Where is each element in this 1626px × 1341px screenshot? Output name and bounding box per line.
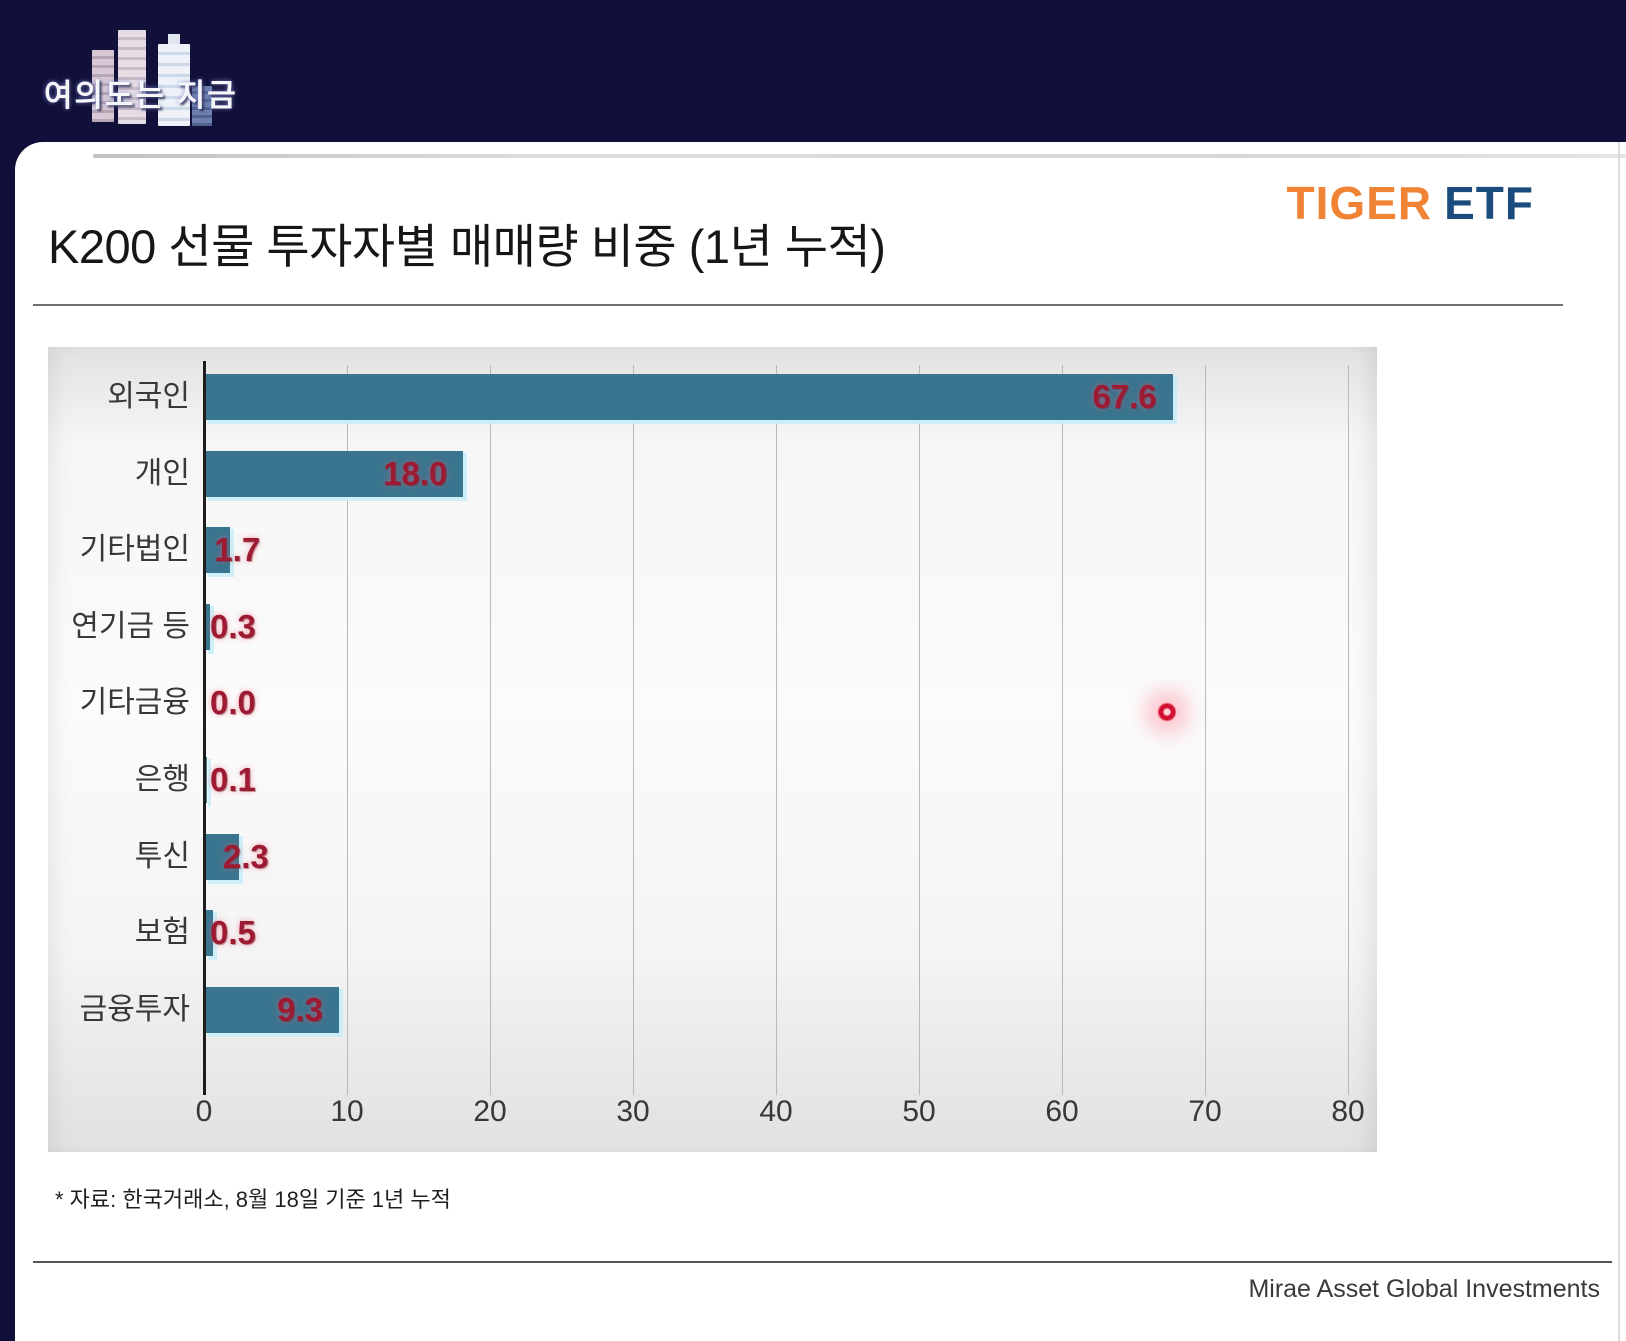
- bar-value-label: 0.1: [210, 761, 256, 798]
- category-label: 금융투자: [79, 992, 190, 1026]
- bar: [206, 527, 231, 574]
- x-tick-label: 80: [1331, 1095, 1365, 1128]
- bar: [206, 603, 211, 650]
- building-icon: [158, 34, 190, 126]
- gridline: [919, 365, 920, 1095]
- bar-value-label: 9.3: [277, 990, 323, 1028]
- x-tick-label: 50: [902, 1095, 936, 1128]
- building-icon: [192, 86, 212, 126]
- bar: [206, 450, 464, 497]
- gridline: [1062, 365, 1063, 1095]
- gridline: [633, 365, 634, 1095]
- channel-logo: 여의도는 지금: [40, 8, 470, 138]
- bar-value-label: 1.7: [214, 531, 261, 569]
- bar-value-label: 2.3: [222, 837, 269, 875]
- slide: TIGER ETF K200 선물 투자자별 매매량 비중 (1년 누적) 0 10…: [15, 142, 1626, 1341]
- x-tick-label: 20: [473, 1095, 507, 1128]
- bar-value-label: 67.6: [1092, 378, 1157, 415]
- slide-top-edge: [93, 154, 1626, 158]
- category-label: 기타법인: [79, 533, 190, 567]
- footer-divider: [33, 1261, 1612, 1263]
- gridline: [1205, 365, 1206, 1095]
- tiger-etf-logo: TIGER ETF: [1287, 176, 1534, 230]
- channel-logo-text: 여의도는 지금: [44, 78, 238, 113]
- gridline: [347, 365, 348, 1095]
- laser-pointer-dot: [1157, 702, 1177, 722]
- gridline: [776, 365, 777, 1095]
- category-label: 은행: [134, 763, 190, 796]
- tiger-logo-text: TIGER: [1286, 177, 1433, 229]
- bar: [206, 910, 214, 957]
- bar: [206, 986, 339, 1033]
- x-tick-label: 70: [1188, 1095, 1222, 1128]
- bar-value-label: 0.5: [210, 914, 256, 952]
- company-name: Mirae Asset Global Investments: [1248, 1275, 1600, 1303]
- x-tick-label: 10: [330, 1095, 364, 1128]
- category-label: 개인: [134, 456, 190, 490]
- x-tick-label: 60: [1045, 1095, 1079, 1128]
- source-note: * 자료: 한국거래소, 8월 18일 기준 1년 누적: [55, 1187, 451, 1212]
- bar-chart: 0 10 20 30 40 50 60 70 80 외국인 67.6 개인 18.0 기타법인 1.7 연기금…: [48, 347, 1377, 1152]
- gridline: [1348, 365, 1349, 1095]
- page-title: K200 선물 투자자별 매매량 비중 (1년 누적): [48, 220, 886, 273]
- title-underline: [33, 304, 1563, 306]
- bar-value-label: 18.0: [383, 454, 448, 492]
- category-label: 보험: [134, 916, 190, 950]
- category-label: 투신: [134, 839, 190, 873]
- bar-value-label: 0.0: [210, 684, 256, 722]
- building-icon: [92, 50, 114, 122]
- category-label: 외국인: [107, 380, 190, 413]
- bar: [206, 374, 1173, 420]
- x-tick-label: 0: [195, 1095, 213, 1128]
- slide-right-edge: [1618, 142, 1620, 1341]
- y-axis-line: [203, 361, 206, 1095]
- gridline: [490, 365, 491, 1095]
- bar-value-label: 0.3: [210, 607, 256, 645]
- x-tick-label: 30: [616, 1095, 650, 1128]
- bar: [206, 757, 208, 803]
- etf-logo-text: ETF: [1444, 177, 1534, 229]
- bar: [206, 833, 239, 880]
- building-icon: [118, 30, 146, 124]
- x-tick-label: 40: [759, 1095, 793, 1128]
- category-label: 기타금융: [79, 686, 190, 720]
- category-label: 연기금 등: [71, 609, 190, 643]
